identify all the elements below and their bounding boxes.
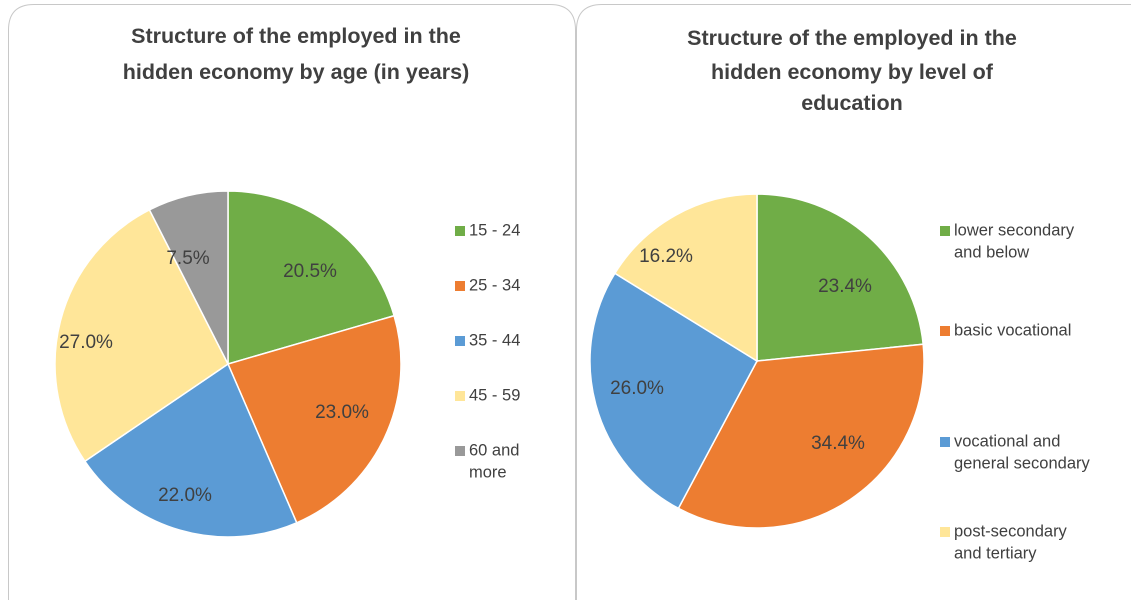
education-legend: lower secondary and below basic vocational… xyxy=(940,221,1091,562)
education-chart-title-line-3: education xyxy=(801,91,903,115)
education-legend-label-post-secondary-and-tertiary: and tertiary xyxy=(954,544,1037,562)
age-chart-title-line-1: Structure of the employed in the xyxy=(131,24,461,48)
age-chart-panel: Structure of the employed in the hidden … xyxy=(9,5,576,601)
education-legend-swatch-lower-secondary-and-below xyxy=(940,226,950,236)
education-legend-label-basic-vocational: basic vocational xyxy=(954,321,1071,339)
age-chart-title-line-2: hidden economy by age (in years) xyxy=(123,60,469,84)
age-legend-swatch-45-59 xyxy=(455,391,465,401)
age-legend-label-60-and-more: 60 and xyxy=(469,441,519,459)
age-legend-swatch-15-24 xyxy=(455,226,465,236)
age-legend-label-60-and-more: more xyxy=(469,463,507,481)
education-legend-label-post-secondary-and-tertiary: post-secondary xyxy=(954,522,1068,540)
education-chart-title-line-1: Structure of the employed in the xyxy=(687,26,1017,50)
age-pie: 20.5% 23.0% 22.0% 27.0% 7.5% xyxy=(55,191,401,537)
education-legend-swatch-basic-vocational xyxy=(940,326,950,336)
education-legend-item-vocational-and-general-secondary: vocational and general secondary xyxy=(940,432,1091,472)
education-legend-swatch-vocational-and-general-secondary xyxy=(940,437,950,447)
education-legend-label-lower-secondary-and-below: and below xyxy=(954,243,1029,261)
education-data-label-lower-secondary-and-below: 23.4% xyxy=(818,276,872,297)
education-data-label-basic-vocational: 34.4% xyxy=(811,433,865,454)
age-data-label-35-44: 22.0% xyxy=(158,485,212,506)
age-legend-label-45-59: 45 - 59 xyxy=(469,386,520,404)
education-data-label-vocational-and-general-secondary: 26.0% xyxy=(610,378,664,399)
education-legend-item-post-secondary-and-tertiary: post-secondary and tertiary xyxy=(940,522,1068,562)
age-legend-swatch-35-44 xyxy=(455,336,465,346)
education-data-label-post-secondary-and-tertiary: 16.2% xyxy=(639,246,693,267)
age-data-label-25-34: 23.0% xyxy=(315,402,369,423)
age-data-label-15-24: 20.5% xyxy=(283,261,337,282)
age-legend-label-35-44: 35 - 44 xyxy=(469,331,520,349)
education-legend-item-basic-vocational: basic vocational xyxy=(940,321,1071,339)
age-legend-swatch-25-34 xyxy=(455,281,465,291)
age-legend-label-25-34: 25 - 34 xyxy=(469,276,520,294)
education-chart-title-line-2: hidden economy by level of xyxy=(711,60,994,84)
education-legend-label-vocational-and-general-secondary: vocational and xyxy=(954,432,1060,450)
age-legend-label-15-24: 15 - 24 xyxy=(469,221,520,239)
age-legend-swatch-60-and-more xyxy=(455,446,465,456)
education-legend-label-lower-secondary-and-below: lower secondary xyxy=(954,221,1075,239)
age-data-label-60-and-more: 7.5% xyxy=(166,248,209,269)
education-pie: 23.4% 34.4% 26.0% 16.2% xyxy=(590,194,924,528)
education-legend-label-vocational-and-general-secondary: general secondary xyxy=(954,454,1091,472)
education-legend-swatch-post-secondary-and-tertiary xyxy=(940,527,950,537)
age-data-label-45-59: 27.0% xyxy=(59,332,113,353)
education-chart-panel: Structure of the employed in the hidden … xyxy=(577,5,1131,601)
education-legend-item-lower-secondary-and-below: lower secondary and below xyxy=(940,221,1075,261)
